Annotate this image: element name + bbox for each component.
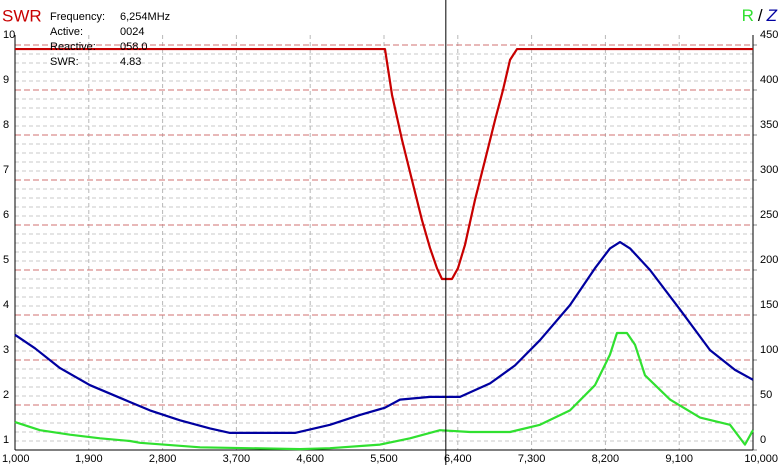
z-legend: Z xyxy=(766,6,778,25)
swr-title: SWR xyxy=(2,6,42,25)
x-tick-label: 10,000 xyxy=(744,453,778,465)
x-tick-label: 9,100 xyxy=(665,453,693,465)
y-tick-label: 10 xyxy=(3,29,15,41)
x-tick-label: 4,600 xyxy=(296,453,324,465)
info-value: 6,254MHz xyxy=(120,11,170,23)
x-tick-label: 6,400 xyxy=(444,453,472,465)
x-tick-label: 2,800 xyxy=(149,453,177,465)
series-line xyxy=(14,331,754,451)
y-tick-label: 6 xyxy=(3,209,9,221)
y-tick-label: 5 xyxy=(3,254,9,266)
y2-tick-label: 200 xyxy=(760,254,778,266)
series-line xyxy=(14,241,754,434)
x-tick-label: 1,000 xyxy=(2,453,30,465)
x-tick-label: 8,200 xyxy=(592,453,620,465)
r-z-title: R / Z xyxy=(742,6,778,25)
r-legend: R xyxy=(742,6,754,25)
info-label: Frequency: xyxy=(50,11,105,23)
y2-tick-label: 300 xyxy=(760,164,778,176)
info-value: 4.83 xyxy=(120,56,141,68)
y-tick-label: 3 xyxy=(3,344,9,356)
y2-tick-label: 0 xyxy=(760,434,766,446)
series-line xyxy=(15,47,753,281)
y-tick-label: 8 xyxy=(3,119,9,131)
separator: / xyxy=(758,6,763,25)
y2-tick-label: 450 xyxy=(760,29,778,41)
y-tick-label: 4 xyxy=(3,299,9,311)
x-tick-label: 7,300 xyxy=(518,453,546,465)
info-value: 0024 xyxy=(120,26,144,38)
info-label: Active: xyxy=(50,26,83,38)
info-value: 058.0 xyxy=(120,41,148,53)
y2-tick-label: 150 xyxy=(760,299,778,311)
y-tick-label: 1 xyxy=(3,434,9,446)
y2-tick-label: 400 xyxy=(760,74,778,86)
y2-tick-label: 50 xyxy=(760,389,772,401)
y-tick-label: 9 xyxy=(3,74,9,86)
x-tick-label: 5,500 xyxy=(370,453,398,465)
y-tick-label: 2 xyxy=(3,389,9,401)
y2-tick-label: 350 xyxy=(760,119,778,131)
y2-tick-label: 250 xyxy=(760,209,778,221)
info-label: Reactive: xyxy=(50,41,96,53)
y2-tick-label: 100 xyxy=(760,344,778,356)
info-label: SWR: xyxy=(50,56,79,68)
x-tick-label: 3,700 xyxy=(223,453,251,465)
y-tick-label: 7 xyxy=(3,164,9,176)
x-tick-label: 1,900 xyxy=(75,453,103,465)
